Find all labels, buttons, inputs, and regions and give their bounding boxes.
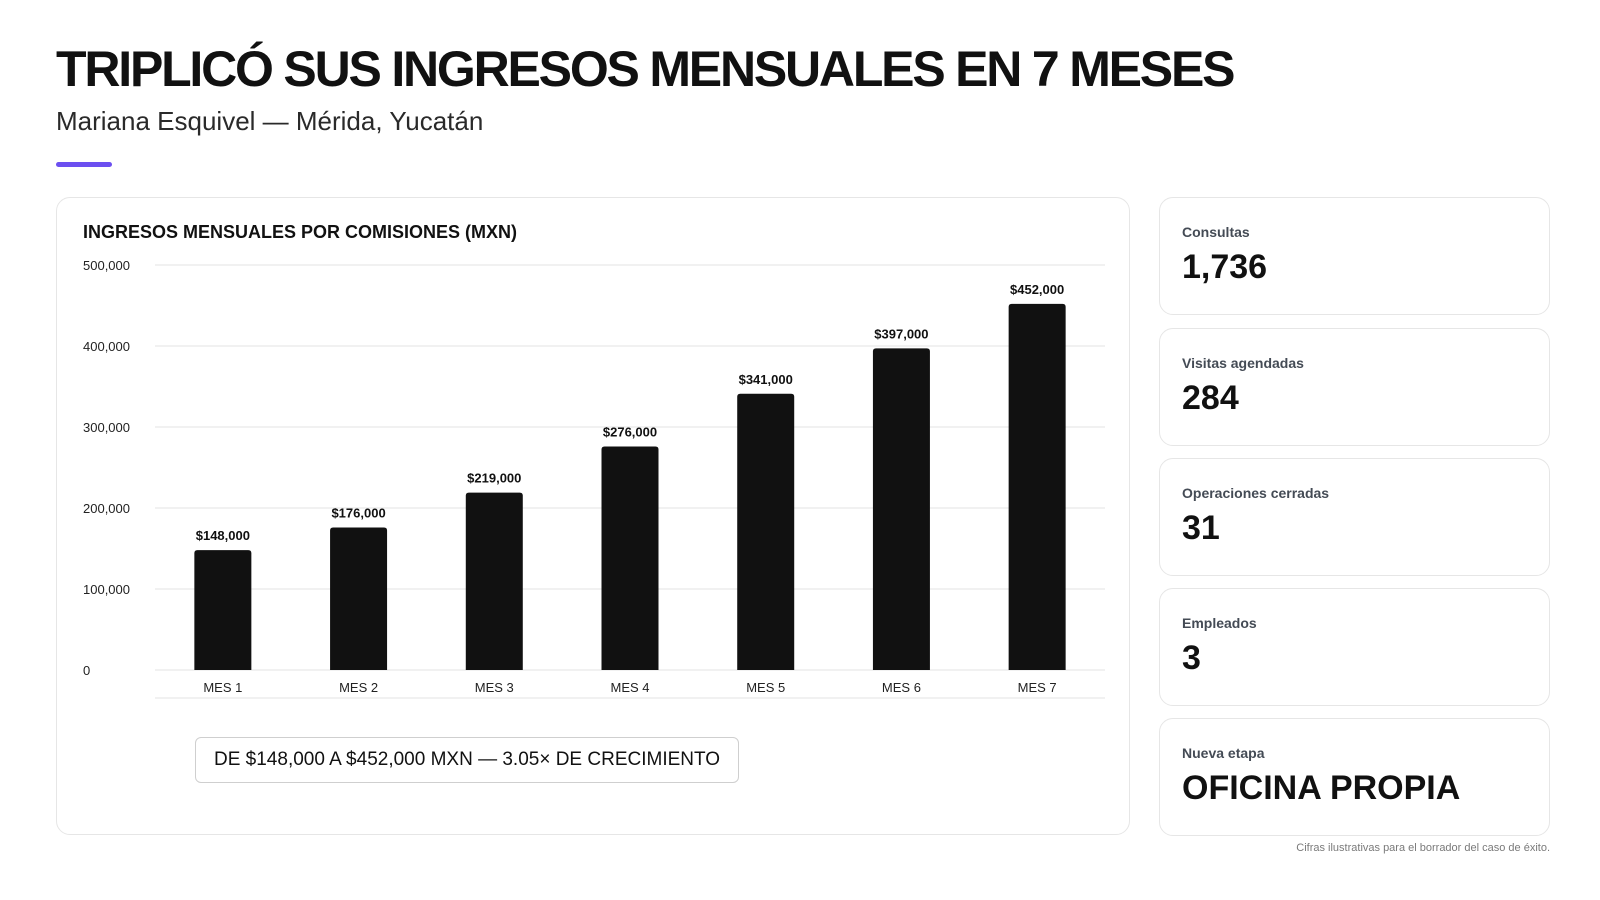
revenue-bar-chart: 0 100,000 200,000 300,000 400,000 500,000 $148… bbox=[83, 258, 1105, 699]
y-tick-label: 0 bbox=[83, 663, 90, 678]
y-tick-label: 500,000 bbox=[83, 258, 130, 273]
chart-title: INGRESOS MENSUALES POR COMISIONES (MXN) bbox=[83, 222, 518, 242]
stat-label: Empleados bbox=[1182, 615, 1257, 631]
data-label: $176,000 bbox=[331, 505, 385, 520]
y-tick-label: 300,000 bbox=[83, 420, 130, 435]
data-label: $452,000 bbox=[1010, 282, 1064, 297]
stat-card-empleados: Empleados 3 bbox=[1159, 588, 1550, 706]
y-tick-label: 200,000 bbox=[83, 501, 130, 516]
page-subtitle: Mariana Esquivel — Mérida, Yucatán bbox=[56, 106, 484, 136]
y-tick-label: 400,000 bbox=[83, 339, 130, 354]
footnote: Cifras ilustrativas para el borrador del… bbox=[1296, 842, 1550, 854]
x-tick-label: MES 4 bbox=[610, 680, 649, 695]
x-tick-label: MES 7 bbox=[1018, 680, 1057, 695]
bar bbox=[194, 550, 252, 670]
bar bbox=[330, 527, 388, 670]
bar bbox=[465, 492, 523, 670]
y-tick-label: 100,000 bbox=[83, 582, 130, 597]
accent-divider bbox=[56, 162, 112, 167]
growth-callout: DE $148,000 A $452,000 MXN — 3.05× DE CR… bbox=[195, 737, 740, 783]
stat-label: Nueva etapa bbox=[1182, 745, 1265, 761]
stat-value: 1,736 bbox=[1182, 248, 1268, 286]
bar bbox=[1008, 303, 1066, 670]
data-label: $276,000 bbox=[603, 424, 657, 439]
data-label: $148,000 bbox=[196, 528, 250, 543]
page-title: TRIPLICÓ SUS INGRESOS MENSUALES EN 7 MES… bbox=[56, 41, 1235, 97]
stat-value: OFICINA PROPIA bbox=[1182, 769, 1461, 807]
data-label: $397,000 bbox=[874, 326, 928, 341]
stat-label: Operaciones cerradas bbox=[1182, 485, 1330, 501]
bar bbox=[737, 393, 795, 670]
data-label: $219,000 bbox=[467, 471, 521, 486]
data-label: $341,000 bbox=[739, 372, 793, 387]
x-tick-label: MES 3 bbox=[475, 680, 514, 695]
chart-card: INGRESOS MENSUALES POR COMISIONES (MXN) … bbox=[56, 197, 1130, 835]
stat-card-nueva-etapa: Nueva etapa OFICINA PROPIA bbox=[1159, 718, 1550, 836]
x-tick-label: MES 5 bbox=[746, 680, 785, 695]
stat-value: 284 bbox=[1182, 379, 1239, 417]
stat-label: Consultas bbox=[1182, 224, 1250, 240]
x-tick-label: MES 6 bbox=[882, 680, 921, 695]
bar bbox=[601, 446, 659, 670]
stat-card-consultas: Consultas 1,736 bbox=[1159, 197, 1550, 315]
x-tick-label: MES 2 bbox=[339, 680, 378, 695]
bar bbox=[872, 348, 930, 670]
stat-value: 31 bbox=[1182, 509, 1220, 547]
stat-label: Visitas agendadas bbox=[1182, 355, 1304, 371]
stat-card-operaciones-cerradas: Operaciones cerradas 31 bbox=[1159, 458, 1550, 576]
x-tick-label: MES 1 bbox=[203, 680, 242, 695]
stat-card-visitas-agendadas: Visitas agendadas 284 bbox=[1159, 328, 1550, 446]
stat-value: 3 bbox=[1182, 639, 1201, 677]
